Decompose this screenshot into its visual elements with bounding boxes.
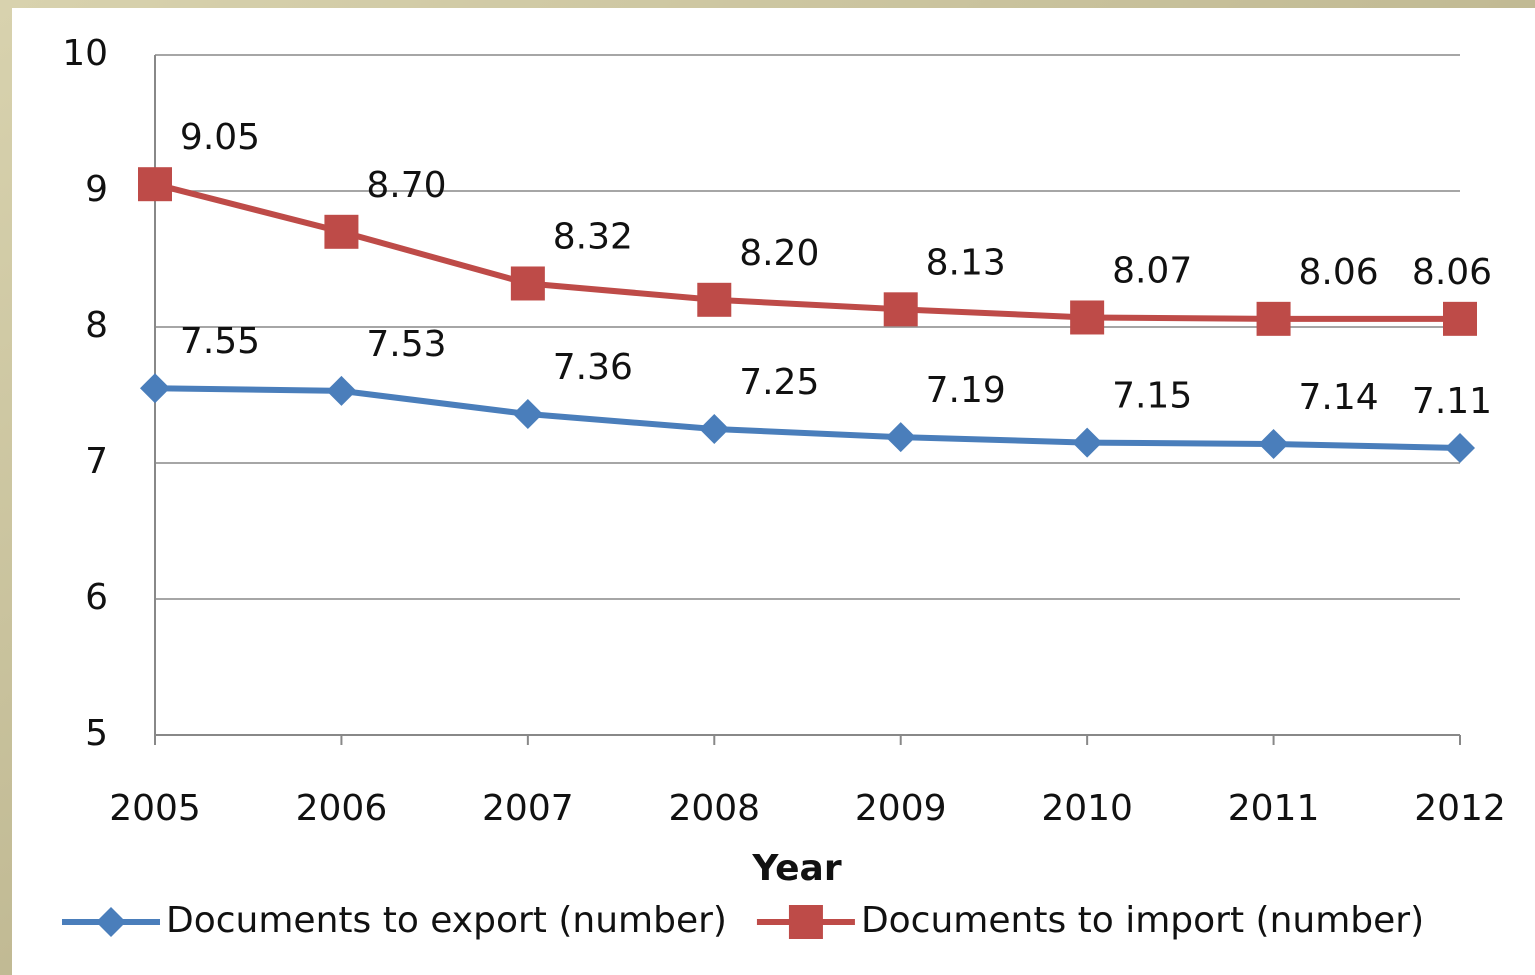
marker — [883, 292, 918, 327]
x-axis-title: Year — [751, 848, 841, 889]
data-label: 7.11 — [1412, 381, 1492, 422]
legend-label: Documents to import (number) — [861, 900, 1424, 941]
x-tick-label: 2011 — [1228, 788, 1320, 829]
marker — [140, 373, 170, 404]
data-label: 8.20 — [739, 233, 819, 274]
y-tick-label: 9 — [85, 169, 108, 210]
marker — [697, 282, 732, 317]
data-label: 8.06 — [1298, 252, 1378, 293]
marker — [885, 422, 916, 453]
x-tick-label: 2010 — [1041, 788, 1133, 829]
legend-label: Documents to export (number) — [166, 900, 727, 941]
series-line — [154, 181, 1460, 322]
chart-area — [12, 8, 1535, 975]
data-label: 7.19 — [926, 370, 1006, 411]
marker — [324, 214, 359, 249]
data-label: 7.25 — [739, 362, 819, 403]
y-tick-label: 8 — [85, 305, 108, 346]
data-label: 7.36 — [553, 347, 633, 388]
x-tick-label: 2009 — [855, 788, 947, 829]
marker — [1072, 427, 1103, 458]
marker — [1070, 300, 1105, 335]
x-tick-label: 2005 — [109, 788, 201, 829]
marker — [699, 414, 730, 444]
marker — [788, 905, 823, 939]
y-tick-label: 6 — [85, 577, 108, 618]
marker — [138, 167, 172, 202]
x-tick-label: 2006 — [296, 788, 388, 829]
data-label: 8.06 — [1412, 252, 1492, 293]
data-label: 8.07 — [1112, 250, 1192, 291]
data-label: 8.70 — [366, 165, 446, 206]
y-tick-label: 7 — [85, 441, 108, 482]
marker — [510, 266, 545, 301]
marker — [512, 399, 543, 430]
data-label: 7.14 — [1298, 377, 1378, 418]
series-line — [154, 385, 1461, 452]
data-label: 7.55 — [180, 321, 260, 362]
x-tick-label: 2008 — [668, 788, 760, 829]
marker — [326, 375, 357, 406]
marker — [1256, 301, 1291, 336]
x-tick-label: 2012 — [1414, 788, 1506, 829]
data-label: 8.13 — [926, 242, 1006, 283]
data-label: 7.53 — [366, 324, 446, 365]
y-tick-label: 10 — [62, 33, 108, 74]
marker — [96, 907, 126, 937]
x-tick-label: 2007 — [482, 788, 574, 829]
marker — [1258, 428, 1289, 459]
data-label: 8.32 — [553, 216, 633, 257]
marker — [1443, 301, 1477, 336]
marker — [1445, 433, 1475, 464]
data-label: 7.15 — [1112, 376, 1192, 417]
y-tick-label: 5 — [85, 713, 108, 754]
data-label: 9.05 — [180, 117, 260, 158]
